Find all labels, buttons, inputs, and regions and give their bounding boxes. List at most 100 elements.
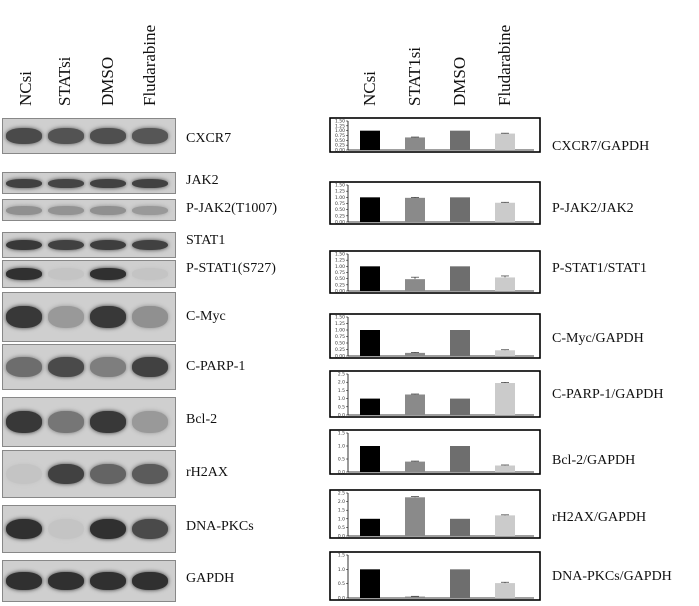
y-tick-label: 2.5 [338, 372, 345, 378]
blot-band [6, 268, 42, 280]
y-tick-label: 0.00 [335, 220, 345, 226]
y-tick-label: 1.50 [335, 252, 345, 258]
blot-band [6, 463, 42, 485]
bar [450, 130, 470, 150]
y-tick-label: 0.5 [338, 525, 345, 531]
blot-band [48, 518, 84, 540]
y-tick-label: 1.50 [335, 183, 345, 189]
y-tick-label: 1.00 [335, 195, 345, 201]
blot-band [48, 306, 84, 328]
y-tick-label: 1.25 [335, 123, 345, 129]
bar [450, 266, 470, 291]
protein-label: CXCR7 [186, 131, 232, 146]
bar [405, 352, 425, 356]
y-tick-label: 1.0 [338, 567, 345, 573]
ratio-label: C-Myc/GAPDH [552, 331, 644, 346]
bar [495, 465, 515, 472]
y-tick-label: 0.0 [338, 534, 345, 540]
blot-band [6, 411, 42, 433]
chart-frame [329, 429, 541, 475]
blot-strip [2, 450, 176, 498]
bar [450, 446, 470, 472]
protein-label: C-Myc [186, 309, 226, 324]
y-tick-label: 1.25 [335, 321, 345, 327]
blot-strip [2, 118, 176, 154]
blot-band [48, 205, 84, 215]
protein-label: JAK2 [186, 173, 219, 188]
ratio-label: P-JAK2/JAK2 [552, 201, 634, 216]
blot-band [132, 518, 168, 540]
blot-band [132, 268, 168, 280]
bar [450, 518, 470, 536]
bar [450, 398, 470, 415]
blot-band [6, 205, 42, 215]
blot-band [6, 306, 42, 328]
bar [495, 202, 515, 222]
blot-strip [2, 560, 176, 602]
blot-band [90, 205, 126, 215]
blot-band [48, 128, 84, 144]
blot-band [90, 411, 126, 433]
y-tick-label: 1.00 [335, 264, 345, 270]
blot-band [90, 357, 126, 377]
y-tick-label: 1.25 [335, 189, 345, 195]
ratio-label: Bcl-2/GAPDH [552, 453, 636, 468]
ratio-label: rH2AX/GAPDH [552, 510, 647, 525]
chart-frame [329, 181, 541, 225]
blot-band [132, 239, 168, 251]
blot-band [6, 572, 42, 590]
y-tick-label: 1.5 [338, 508, 345, 514]
blot-band [6, 357, 42, 377]
y-tick-label: 0.0 [338, 596, 345, 602]
ratio-label: DNA-PKCs/GAPDH [552, 569, 672, 584]
blot-band [132, 357, 168, 377]
ratio-label: C-PARP-1/GAPDH [552, 387, 664, 402]
bar [405, 137, 425, 150]
protein-label: DNA-PKCs [186, 519, 254, 534]
y-tick-label: 2.5 [338, 491, 345, 497]
protein-label: Bcl-2 [186, 412, 218, 427]
y-tick-label: 0.75 [335, 201, 345, 207]
bar [450, 330, 470, 356]
bar [450, 197, 470, 222]
blot-strip [2, 397, 176, 447]
bar [405, 461, 425, 472]
y-tick-label: 0.25 [335, 143, 345, 149]
blot-strip [2, 292, 176, 342]
bar [405, 394, 425, 415]
blot-band [90, 128, 126, 144]
bar [495, 133, 515, 150]
chart-frame [329, 117, 541, 153]
y-tick-label: 0.00 [335, 289, 345, 295]
y-tick-label: 1.0 [338, 516, 345, 522]
y-tick-label: 1.50 [335, 315, 345, 321]
bar [495, 383, 515, 415]
blot-band [48, 463, 84, 485]
bar [360, 330, 380, 356]
protein-label: GAPDH [186, 571, 235, 586]
y-tick-label: 0.50 [335, 138, 345, 144]
protein-label: rH2AX [186, 465, 228, 480]
y-tick-label: 0.75 [335, 133, 345, 139]
bar [405, 197, 425, 222]
bar [495, 515, 515, 536]
y-tick-label: 0.75 [335, 334, 345, 340]
y-tick-label: 0.25 [335, 347, 345, 353]
y-tick-label: 0.50 [335, 207, 345, 213]
blot-strip [2, 232, 176, 258]
blot-band [132, 205, 168, 215]
y-tick-label: 2.0 [338, 499, 345, 505]
blot-band [48, 411, 84, 433]
blot-band [132, 128, 168, 144]
y-tick-label: 1.0 [338, 396, 345, 402]
bar [405, 279, 425, 291]
y-tick-label: 0.00 [335, 354, 345, 360]
ratio-label: P-STAT1/STAT1 [552, 261, 647, 276]
blot-band [90, 268, 126, 280]
blot-strip [2, 260, 176, 288]
blot-band [48, 268, 84, 280]
y-tick-label: 1.5 [338, 388, 345, 394]
blot-band [90, 239, 126, 251]
bar [360, 518, 380, 536]
